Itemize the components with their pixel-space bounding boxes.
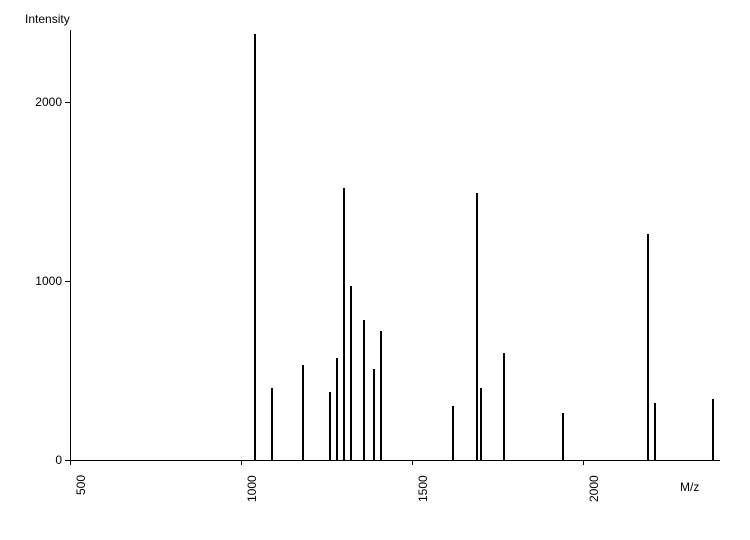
spectrum-peak — [654, 403, 656, 460]
x-tick-label: 500 — [74, 475, 88, 495]
spectrum-peak — [254, 34, 256, 460]
spectrum-peak — [343, 188, 345, 460]
y-tick — [65, 281, 70, 282]
spectrum-peak — [452, 406, 454, 460]
x-axis-title: M/z — [680, 480, 699, 494]
mass-spectrum-chart: Intensity M/z 0 1000 2000 500 1000 1500 2000 — [0, 0, 750, 540]
spectrum-peak — [329, 392, 331, 460]
spectrum-peak — [336, 358, 338, 460]
spectrum-peak — [380, 331, 382, 460]
x-tick — [583, 460, 584, 465]
y-axis-title: Intensity — [25, 12, 70, 26]
x-tick — [412, 460, 413, 465]
y-axis-line — [70, 30, 71, 460]
spectrum-peak — [363, 320, 365, 460]
y-tick — [65, 102, 70, 103]
spectrum-peak — [480, 388, 482, 460]
spectrum-peak — [647, 234, 649, 460]
x-tick-label: 2000 — [587, 475, 601, 502]
spectrum-peak — [271, 388, 273, 460]
y-tick-label: 2000 — [22, 95, 62, 109]
spectrum-peak — [712, 399, 714, 460]
x-axis-line — [70, 460, 720, 461]
spectrum-peak — [350, 286, 352, 460]
spectrum-peak — [562, 413, 564, 460]
y-tick-label: 1000 — [22, 274, 62, 288]
spectrum-peak — [476, 193, 478, 460]
x-tick-label: 1500 — [416, 475, 430, 502]
spectrum-peak — [302, 365, 304, 460]
x-tick — [70, 460, 71, 465]
x-tick-label: 1000 — [245, 475, 259, 502]
x-tick — [241, 460, 242, 465]
spectrum-peak — [373, 369, 375, 460]
spectrum-peak — [503, 353, 505, 461]
y-tick-label: 0 — [22, 453, 62, 467]
